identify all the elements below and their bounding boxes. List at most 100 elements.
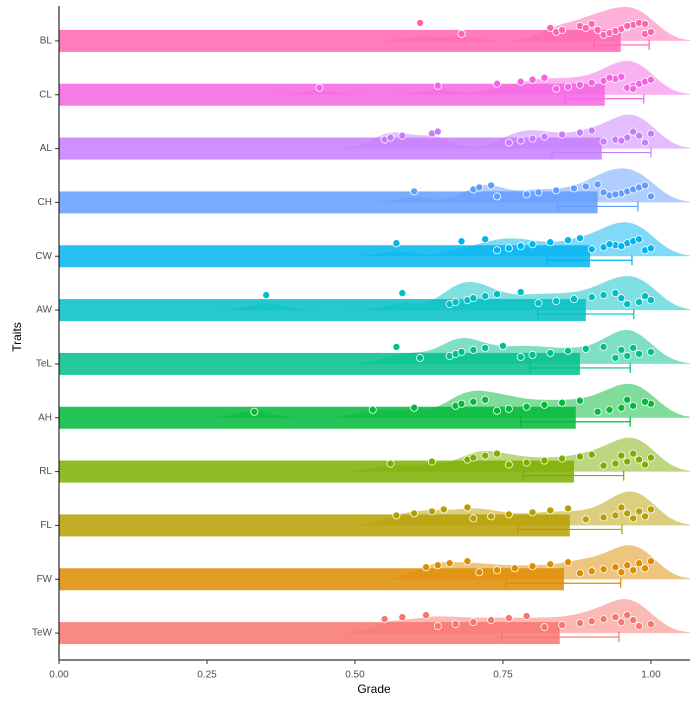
data-point xyxy=(504,460,513,469)
data-point xyxy=(629,401,638,410)
data-point xyxy=(599,342,608,351)
data-point xyxy=(629,449,638,458)
data-point xyxy=(540,400,549,409)
data-point xyxy=(646,129,655,138)
data-point xyxy=(635,507,644,516)
data-point xyxy=(504,614,513,623)
data-point xyxy=(623,561,632,570)
data-point xyxy=(392,239,401,248)
data-point xyxy=(623,300,632,309)
data-point xyxy=(617,503,626,512)
data-point xyxy=(516,77,525,86)
bar xyxy=(59,83,605,106)
data-point xyxy=(587,293,596,302)
y-axis-title: Traits xyxy=(10,322,24,352)
data-point xyxy=(617,242,626,251)
data-point xyxy=(635,131,644,140)
data-point xyxy=(528,350,537,359)
data-point xyxy=(617,568,626,577)
data-point xyxy=(386,459,395,468)
data-point xyxy=(386,133,395,142)
data-point xyxy=(611,563,620,572)
bar xyxy=(59,622,560,645)
data-point xyxy=(599,565,608,574)
data-point xyxy=(646,347,655,356)
error-bar xyxy=(593,39,650,50)
data-point xyxy=(439,505,448,514)
data-point xyxy=(504,244,513,253)
data-point xyxy=(498,341,507,350)
data-point xyxy=(617,136,626,145)
data-point xyxy=(575,619,584,628)
data-point xyxy=(575,396,584,405)
error-bar xyxy=(557,201,639,212)
data-point xyxy=(493,566,502,575)
data-point xyxy=(587,126,596,135)
data-point xyxy=(475,183,484,192)
data-point xyxy=(569,295,578,304)
data-point xyxy=(398,289,407,298)
data-point xyxy=(433,561,442,570)
data-point xyxy=(451,298,460,307)
y-tick-label: CH xyxy=(38,197,52,208)
x-axis-title: Grade xyxy=(357,682,391,696)
data-point xyxy=(522,402,531,411)
data-point xyxy=(421,563,430,572)
data-point xyxy=(629,616,638,625)
data-point xyxy=(629,514,638,523)
data-point xyxy=(569,184,578,193)
data-point xyxy=(599,291,608,300)
data-point xyxy=(564,558,573,567)
error-bar xyxy=(529,362,631,373)
y-tick-label: BL xyxy=(40,36,53,47)
data-point xyxy=(546,560,555,569)
error-bar xyxy=(517,524,623,535)
y-tick-label: RL xyxy=(39,466,52,477)
data-point xyxy=(457,399,466,408)
data-point xyxy=(617,345,626,354)
data-point xyxy=(493,192,502,201)
data-point xyxy=(469,618,478,627)
data-point xyxy=(469,345,478,354)
data-point xyxy=(540,73,549,82)
error-bar xyxy=(537,309,635,320)
data-point xyxy=(416,18,425,27)
data-point xyxy=(629,566,638,575)
error-bar xyxy=(505,578,622,589)
data-point xyxy=(481,395,490,404)
data-point xyxy=(368,405,377,414)
data-point xyxy=(392,511,401,520)
data-point xyxy=(528,75,537,84)
data-point xyxy=(522,190,531,199)
x-tick-label: 0.25 xyxy=(197,670,217,681)
data-point xyxy=(558,25,567,34)
data-point xyxy=(481,235,490,244)
data-point xyxy=(623,457,632,466)
data-point xyxy=(546,506,555,515)
error-bar xyxy=(522,470,625,481)
data-point xyxy=(516,288,525,297)
error-bar xyxy=(546,255,633,266)
data-point xyxy=(646,192,655,201)
data-point xyxy=(487,181,496,190)
data-point xyxy=(469,514,478,523)
bar xyxy=(59,299,586,322)
data-point xyxy=(599,461,608,470)
data-point xyxy=(593,180,602,189)
data-point xyxy=(599,137,608,146)
data-point xyxy=(575,234,584,243)
data-point xyxy=(581,182,590,191)
data-point xyxy=(599,513,608,522)
data-point xyxy=(528,508,537,517)
data-point xyxy=(481,343,490,352)
data-point xyxy=(487,616,496,625)
data-point xyxy=(646,296,655,305)
data-point xyxy=(564,82,573,91)
data-point xyxy=(398,613,407,622)
data-point xyxy=(558,398,567,407)
data-point xyxy=(635,622,644,631)
data-point xyxy=(611,190,620,199)
y-tick-label: TeW xyxy=(32,628,53,639)
data-point xyxy=(593,25,602,34)
data-point xyxy=(552,186,561,195)
